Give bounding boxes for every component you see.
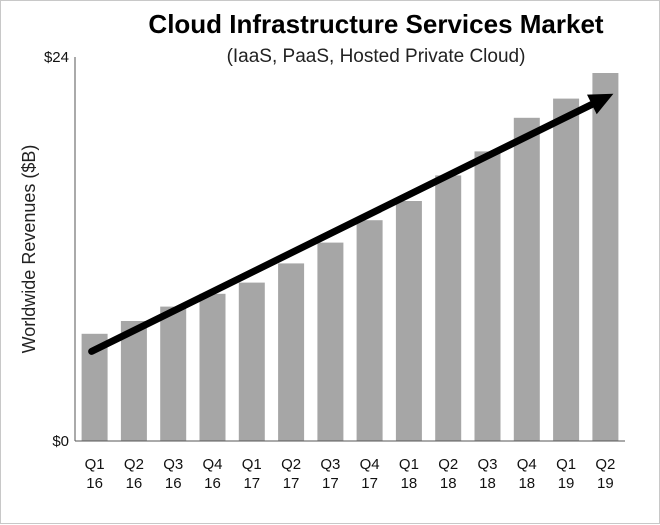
x-tick-year-label: 17	[283, 475, 300, 492]
x-tick-quarter-label: Q1	[242, 456, 262, 473]
chart-subtitle: (IaaS, PaaS, Hosted Private Cloud)	[227, 46, 526, 67]
bar	[395, 201, 422, 441]
y-tick-label: $24	[44, 49, 69, 66]
y-tick-label: $0	[52, 433, 69, 450]
bar	[199, 293, 226, 441]
bar	[238, 282, 265, 441]
bar	[160, 306, 187, 441]
trend-arrow-group	[88, 93, 614, 355]
bar	[592, 73, 619, 441]
bar	[278, 263, 305, 441]
bar	[474, 151, 501, 441]
x-tick-quarter-label: Q1	[556, 456, 576, 473]
bar	[513, 117, 540, 442]
x-tick-year-label: 19	[558, 475, 575, 492]
bar	[435, 175, 462, 441]
bar	[317, 242, 344, 441]
x-tick-quarter-label: Q4	[360, 456, 380, 473]
x-tick-quarter-label: Q3	[163, 456, 183, 473]
x-tick-year-label: 18	[440, 475, 457, 492]
x-tick-year-label: 19	[597, 475, 614, 492]
category-labels-group: Q1 16 Q2 16 Q3 16 Q4 16 Q1 17 Q2 17 Q3 17 Q4 17 Q1 18 Q2 18…	[85, 456, 616, 492]
trend-arrow-shaft	[88, 100, 596, 355]
chart-title: Cloud Infrastructure Services Market	[148, 9, 603, 39]
x-tick-quarter-label: Q4	[517, 456, 537, 473]
x-tick-year-label: 16	[165, 475, 182, 492]
y-axis-label: Worldwide Revenues ($B)	[19, 145, 39, 354]
x-tick-year-label: 18	[479, 475, 496, 492]
bar	[356, 220, 383, 441]
x-tick-quarter-label: Q1	[399, 456, 419, 473]
x-tick-quarter-label: Q2	[438, 456, 458, 473]
bars-group	[81, 73, 619, 442]
x-tick-year-label: 17	[361, 475, 378, 492]
axes-group	[74, 57, 625, 442]
x-tick-year-label: 16	[204, 475, 221, 492]
x-tick-year-label: 18	[518, 475, 535, 492]
x-tick-year-label: 18	[401, 475, 418, 492]
ticks-group: $0 $24	[44, 49, 69, 450]
x-tick-quarter-label: Q2	[281, 456, 301, 473]
x-tick-quarter-label: Q2	[124, 456, 144, 473]
bar	[120, 321, 147, 441]
x-tick-year-label: 16	[126, 475, 143, 492]
x-tick-quarter-label: Q2	[595, 456, 615, 473]
x-tick-quarter-label: Q3	[320, 456, 340, 473]
x-tick-quarter-label: Q3	[477, 456, 497, 473]
x-tick-year-label: 16	[86, 475, 103, 492]
trend-arrow-head	[587, 93, 614, 115]
x-tick-year-label: 17	[322, 475, 339, 492]
x-tick-year-label: 17	[243, 475, 260, 492]
x-tick-quarter-label: Q4	[202, 456, 222, 473]
bar	[553, 98, 580, 441]
x-tick-quarter-label: Q1	[85, 456, 105, 473]
